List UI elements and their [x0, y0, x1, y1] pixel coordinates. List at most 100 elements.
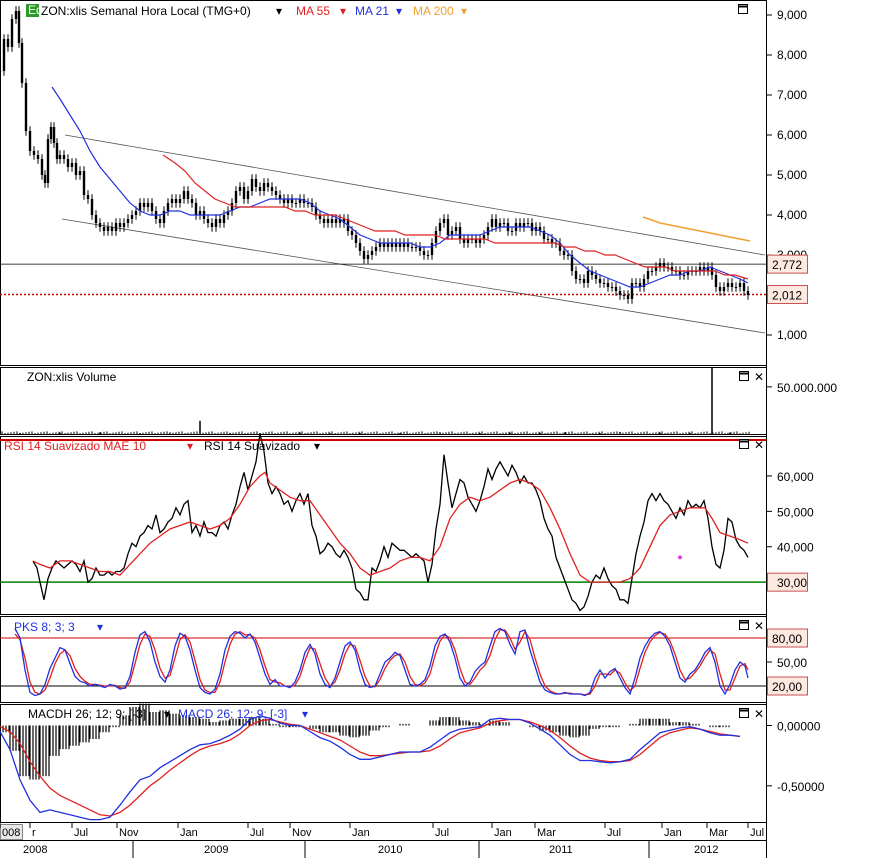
price-candle-body	[66, 159, 70, 167]
price-candle-body	[682, 275, 686, 276]
macdh-legend[interactable]: MACDH 26; 12; 9; [-3]	[28, 707, 146, 721]
price-candle-body	[142, 203, 146, 207]
legend-ma55[interactable]: MA 55	[296, 4, 330, 18]
price-candle-body	[374, 247, 378, 251]
rsi-legend-smooth-dropdown-icon[interactable]: ▾	[187, 439, 193, 453]
price-candle-body	[106, 227, 110, 231]
price-candle-body	[614, 287, 618, 291]
price-candle-body	[398, 243, 402, 247]
macd-legend[interactable]: MACD 26; 12; 9; [-3]	[178, 707, 287, 721]
price-candle-body	[14, 11, 18, 19]
price-candle-body	[366, 255, 370, 259]
price-candle-body	[230, 203, 234, 211]
price-candle-body	[330, 219, 334, 223]
price-candle-body	[162, 211, 166, 223]
price-candle-body	[194, 203, 198, 215]
xaxis-month-label: Nov	[292, 827, 312, 839]
macd-close-icon[interactable]: ✕	[754, 707, 764, 721]
xaxis-month-label: Jul	[435, 827, 449, 839]
macd-dropdown-icon[interactable]: ▾	[302, 707, 308, 721]
price-candle-body	[52, 127, 56, 143]
price-candle-body	[486, 227, 490, 235]
volume-maximize-icon[interactable]	[739, 371, 749, 381]
price-candle-body	[314, 207, 318, 215]
price-candle-body	[262, 183, 266, 191]
price-candle-body	[210, 223, 214, 227]
price-candle-body	[190, 199, 194, 203]
price-candle-body	[294, 203, 298, 204]
xaxis-month-label: Jul	[607, 827, 621, 839]
macd-maximize-icon[interactable]	[739, 708, 749, 718]
price-candle-body	[618, 291, 622, 295]
price-candle-body	[118, 223, 122, 227]
price-candle-body	[726, 283, 730, 287]
price-candle-body	[254, 179, 258, 187]
price-candle-body	[362, 251, 366, 259]
price-candle-body	[598, 279, 602, 283]
price-candle-body	[562, 251, 566, 255]
rsi-legend-line-dropdown-icon[interactable]: ▾	[314, 439, 320, 453]
legend-ma200-dropdown-icon[interactable]: ▾	[461, 4, 467, 18]
legend-ma55-dropdown-icon[interactable]: ▾	[340, 4, 346, 18]
price-candle-body	[522, 223, 526, 227]
price-candle-body	[642, 279, 646, 287]
xaxis-month-label: Jan	[352, 827, 370, 839]
legend-ma21[interactable]: MA 21	[355, 4, 389, 18]
volume-ytick-label: 50.000.000	[777, 381, 837, 395]
pks-maximize-icon[interactable]	[739, 620, 749, 630]
maximize-icon[interactable]	[738, 4, 748, 14]
price-candle-body	[338, 219, 342, 223]
price-candle-body	[586, 271, 590, 283]
price-candle-body	[86, 195, 90, 199]
rsi-maximize-icon[interactable]	[739, 439, 749, 449]
price-candle-body	[650, 271, 654, 272]
xaxis-month-label: r	[32, 827, 36, 839]
price-candle-body	[510, 231, 514, 232]
macd-line	[0, 715, 741, 821]
price-candle-body	[20, 43, 24, 83]
price-candle-body	[718, 287, 722, 291]
price-tag-label: 2,772	[772, 258, 802, 272]
price-candle-body	[466, 239, 470, 243]
xaxis-month-label: Jan	[180, 827, 198, 839]
pks-tag-label: 80,00	[772, 632, 802, 646]
xaxis-start-box	[0, 824, 23, 840]
price-candle-body	[40, 159, 44, 175]
legend-ma21-dropdown-icon[interactable]: ▾	[396, 4, 402, 18]
price-candle-body	[226, 211, 230, 215]
price-candle-body	[130, 215, 134, 219]
rsi-close-icon[interactable]: ✕	[754, 438, 764, 452]
price-candle-body	[566, 255, 570, 256]
macdh-dropdown-icon[interactable]: ▾	[164, 707, 170, 721]
price-candle-body	[74, 163, 78, 175]
price-candle-body	[662, 263, 666, 267]
legend-ma200[interactable]: MA 200	[413, 4, 454, 18]
pks-close-icon[interactable]: ✕	[754, 619, 764, 633]
price-candle-body	[102, 227, 106, 231]
price-ytick-label: 9,000	[777, 8, 807, 22]
price-title[interactable]: ZON:xlis Semanal Hora Local (TMG+0)	[41, 4, 251, 18]
price-candle-body	[442, 219, 446, 223]
price-candle-body	[406, 243, 410, 247]
rsi-legend-line[interactable]: RSI 14 Suavizado	[204, 439, 300, 453]
volume-close-icon[interactable]: ✕	[754, 370, 764, 384]
price-candle-body	[414, 247, 418, 248]
rsi-panel	[0, 436, 767, 615]
price-candle-body	[446, 219, 450, 235]
price-candle-body	[234, 191, 238, 203]
title-dropdown-icon[interactable]: ▾	[276, 4, 282, 18]
pks-dropdown-icon[interactable]: ▾	[97, 620, 103, 634]
price-candle-body	[214, 219, 218, 227]
price-candle-body	[122, 223, 126, 227]
price-candle-body	[602, 283, 606, 284]
xaxis-year-label: 2012	[694, 844, 718, 856]
price-candle-body	[278, 195, 282, 199]
price-ytick-label: 7,000	[777, 88, 807, 102]
pks-legend[interactable]: PKS 8; 3; 3	[14, 620, 75, 634]
price-candle-body	[110, 227, 114, 231]
macd-ytick-label: -0,50000	[777, 780, 825, 794]
volume-title[interactable]: ZON:xlis Volume	[27, 370, 117, 384]
rsi-legend-smooth[interactable]: RSI 14 Suavizado MAE 10	[4, 439, 146, 453]
price-candle-body	[298, 199, 302, 203]
